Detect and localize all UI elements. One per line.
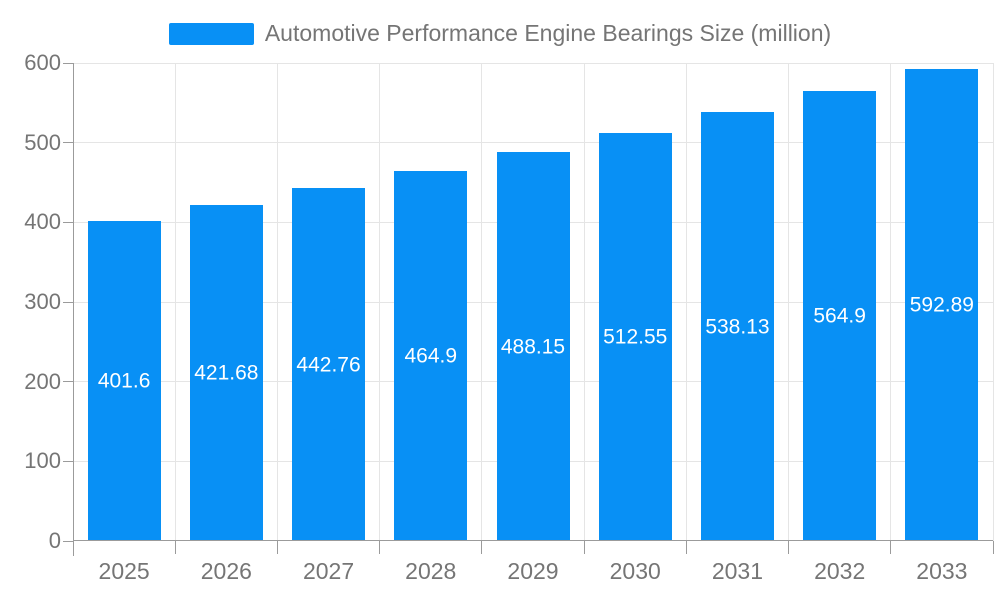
x-axis-category-label: 2032: [814, 558, 866, 584]
x-gridline: [890, 63, 892, 541]
y-axis-tick-label: 600: [24, 50, 61, 75]
y-axis-tick-label: 500: [24, 129, 61, 155]
bar-value-label: 442.76: [296, 353, 361, 377]
x-gridline: [481, 63, 483, 541]
x-axis-category-label: 2029: [507, 558, 559, 584]
x-axis-category-label: 2033: [916, 558, 968, 584]
x-axis-tick: [481, 541, 483, 554]
x-axis-tick: [890, 541, 892, 554]
bar-value-label: 512.55: [603, 325, 668, 349]
chart-legend[interactable]: Automotive Performance Engine Bearings S…: [0, 20, 1000, 47]
bar-value-label: 592.89: [909, 293, 974, 317]
x-axis-line: [73, 540, 993, 541]
y-axis-tick-label: 0: [48, 528, 61, 553]
bar-value-label: 464.9: [404, 344, 458, 368]
x-gridline: [174, 63, 176, 541]
bar-value-label: 488.15: [500, 335, 566, 359]
x-axis-category-label: 2031: [711, 558, 764, 584]
bar-2025[interactable]: [87, 221, 161, 541]
x-gridline: [788, 63, 790, 541]
x-gridline: [583, 63, 585, 541]
x-gridline: [379, 63, 381, 541]
x-axis-category-label: 2027: [302, 558, 355, 584]
plot-area: 0 100 200 300 400 500 600 401.6 2025 421.68 2026 44…: [24, 52, 994, 583]
bar-2026[interactable]: [189, 205, 263, 541]
x-axis-tick: [583, 541, 585, 554]
bar-2027[interactable]: [292, 188, 366, 541]
legend-swatch: [168, 22, 254, 45]
x-gridline: [685, 63, 687, 541]
x-axis-tick: [788, 541, 790, 554]
x-axis-tick: [992, 541, 994, 554]
x-axis-tick: [276, 541, 278, 554]
legend-label: Automotive Performance Engine Bearings S…: [264, 20, 832, 46]
x-gridline: [276, 63, 278, 541]
bar-2029[interactable]: [496, 152, 570, 541]
y-axis-tick: [63, 381, 73, 383]
y-axis-tick-label: 200: [24, 368, 61, 394]
x-gridline: [992, 63, 994, 541]
bar-2028[interactable]: [394, 170, 468, 541]
x-axis-category-label: 2026: [200, 558, 252, 584]
bar-value-label: 538.13: [705, 315, 770, 339]
y-gridline: [73, 62, 993, 64]
y-axis-tick: [63, 540, 73, 542]
x-axis-category-label: 2028: [405, 558, 457, 584]
bar-value-label: 401.6: [97, 369, 151, 393]
x-axis-category-label: 2030: [609, 558, 661, 584]
y-axis-line: [73, 63, 74, 556]
bar-2032[interactable]: [803, 90, 877, 541]
y-axis-tick: [63, 62, 73, 64]
bar-2033[interactable]: [905, 68, 979, 541]
y-axis-tick: [63, 221, 73, 223]
x-axis-tick: [379, 541, 381, 554]
bar-value-label: 564.9: [813, 304, 866, 328]
y-gridline: [73, 142, 993, 144]
y-axis-tick: [63, 460, 73, 462]
x-axis-tick: [685, 541, 687, 554]
y-axis-tick: [63, 301, 73, 303]
bar-2030[interactable]: [598, 132, 672, 541]
bar-value-label: 421.68: [194, 361, 259, 385]
y-axis-tick-label: 100: [24, 448, 61, 474]
x-axis-tick: [174, 541, 176, 554]
bar-2031[interactable]: [700, 112, 774, 541]
x-axis-category-label: 2025: [98, 558, 150, 584]
y-axis-tick: [63, 142, 73, 144]
y-axis-tick-label: 400: [24, 209, 61, 235]
y-axis-tick-label: 300: [24, 289, 61, 314]
